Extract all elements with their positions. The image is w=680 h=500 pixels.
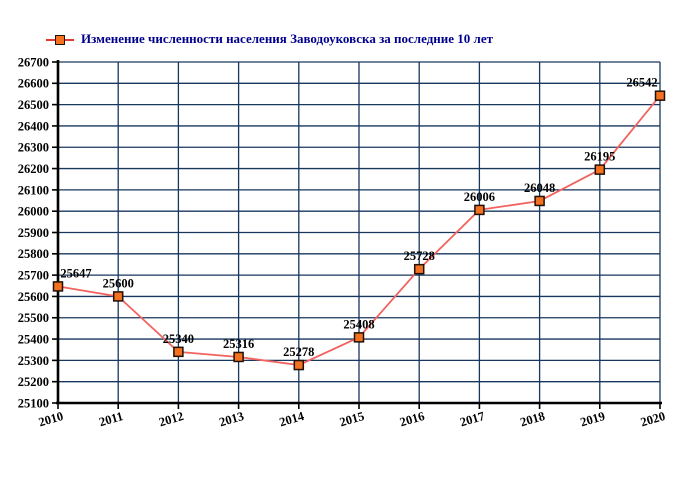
data-point-marker — [654, 90, 666, 101]
data-point-marker — [233, 351, 244, 363]
y-axis-tick-label: 26100 — [18, 183, 49, 197]
x-axis-tick-label: 2018 — [519, 409, 547, 429]
x-axis-tick-label: 2015 — [338, 409, 366, 429]
x-axis-tick-label: 2016 — [398, 409, 426, 429]
y-axis-tick-label: 25100 — [18, 396, 49, 410]
y-axis-tick-label: 25500 — [18, 311, 49, 325]
data-point-value-label: 26006 — [464, 190, 495, 204]
data-point-value-label: 25647 — [60, 266, 91, 280]
data-point-value-label: 25278 — [283, 345, 314, 359]
y-axis-tick-label: 25600 — [18, 290, 49, 304]
data-point-value-label: 25408 — [343, 317, 374, 331]
data-point-marker — [173, 346, 184, 358]
x-axis-tick-label: 2020 — [639, 409, 667, 429]
y-axis-tick-label: 26300 — [18, 141, 49, 155]
data-point-marker — [534, 195, 545, 207]
data-point-marker — [413, 263, 425, 275]
x-axis-tick-label: 2019 — [579, 409, 607, 429]
data-point-value-label: 26195 — [584, 150, 615, 164]
x-axis-tick-label: 2012 — [157, 409, 185, 429]
y-axis-tick-label: 25800 — [18, 247, 49, 261]
legend-series-label: Изменение численности населения Заводоук… — [81, 31, 493, 46]
data-point-marker — [353, 332, 365, 343]
x-axis-tick-label: 2013 — [218, 409, 246, 429]
data-point-value-label: 25340 — [163, 332, 194, 346]
y-axis-tick-label: 26500 — [18, 98, 49, 112]
y-axis-tick-label: 26000 — [18, 205, 49, 219]
y-axis-tick-label: 25700 — [18, 269, 49, 283]
y-axis-tick-label: 26700 — [18, 55, 49, 69]
y-axis-tick-label: 25300 — [18, 354, 49, 368]
data-point-marker — [474, 204, 485, 216]
x-axis-tick-label: 2014 — [278, 409, 307, 430]
data-point-value-label: 25600 — [103, 276, 134, 290]
y-axis-tick-label: 25900 — [18, 226, 49, 240]
x-axis-tick-label: 2011 — [97, 409, 124, 429]
data-point-marker — [52, 281, 64, 292]
data-point-value-label: 26542 — [626, 76, 657, 90]
x-axis-tick-label: 2010 — [37, 409, 65, 429]
data-point-marker — [112, 291, 124, 302]
data-point-value-label: 25728 — [404, 249, 435, 263]
data-point-marker — [594, 164, 606, 175]
x-axis-tick-label: 2017 — [458, 409, 486, 429]
y-axis-tick-label: 26200 — [18, 162, 49, 176]
data-point-marker — [293, 359, 305, 371]
y-axis-tick-label: 25400 — [18, 332, 49, 346]
data-point-value-label: 26048 — [524, 181, 555, 195]
data-point-value-label: 25316 — [223, 337, 254, 351]
y-axis-tick-label: 26400 — [18, 119, 49, 133]
y-axis-tick-label: 26600 — [18, 77, 49, 91]
legend-series-marker-icon — [46, 34, 74, 45]
chart-legend: Изменение численности населения Заводоук… — [46, 30, 493, 48]
y-axis-tick-label: 25200 — [18, 375, 49, 389]
